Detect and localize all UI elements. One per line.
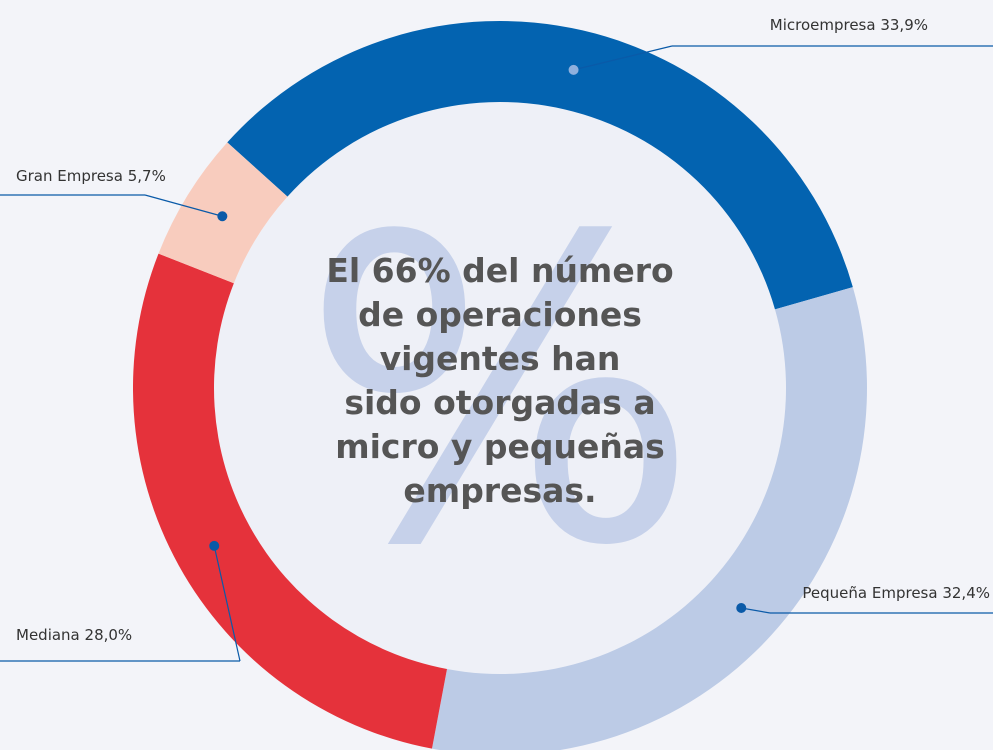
center-text: empresas. — [403, 471, 596, 510]
category-name: Mediana — [16, 626, 80, 644]
slice-label: Gran Empresa 5,7% — [16, 167, 166, 185]
leader-dot — [217, 211, 228, 222]
donut-slice — [227, 21, 853, 310]
value-label: 32,4% — [942, 584, 990, 602]
value-label: 5,7% — [128, 167, 166, 185]
watermark: % — [300, 149, 699, 638]
center-text: sido otorgadas a — [344, 383, 655, 422]
center-text: vigentes han — [380, 339, 621, 378]
leader-line — [144, 194, 223, 217]
leader-dot — [736, 602, 747, 613]
slice-label: Mediana 28,0% — [16, 626, 132, 644]
category-name: Gran Empresa — [16, 167, 123, 185]
leader-line — [573, 45, 673, 71]
center-text: de operaciones — [358, 295, 642, 334]
center-text: El 66% del número — [326, 251, 673, 290]
category-name: Pequeña Empresa — [802, 584, 937, 602]
leader-line — [213, 545, 241, 662]
center-text: micro y pequeñas — [335, 427, 665, 466]
leader-dot — [209, 540, 220, 551]
center-disc — [214, 102, 786, 674]
value-label: 33,9% — [880, 16, 928, 34]
donut-slice — [133, 253, 447, 749]
leader-dot — [568, 64, 579, 75]
slice-label: Pequeña Empresa 32,4% — [802, 584, 990, 602]
value-label: 28,0% — [85, 626, 133, 644]
slice-label: Microempresa 33,9% — [770, 16, 928, 34]
category-name: Microempresa — [770, 16, 876, 34]
donut-slice — [431, 287, 867, 750]
